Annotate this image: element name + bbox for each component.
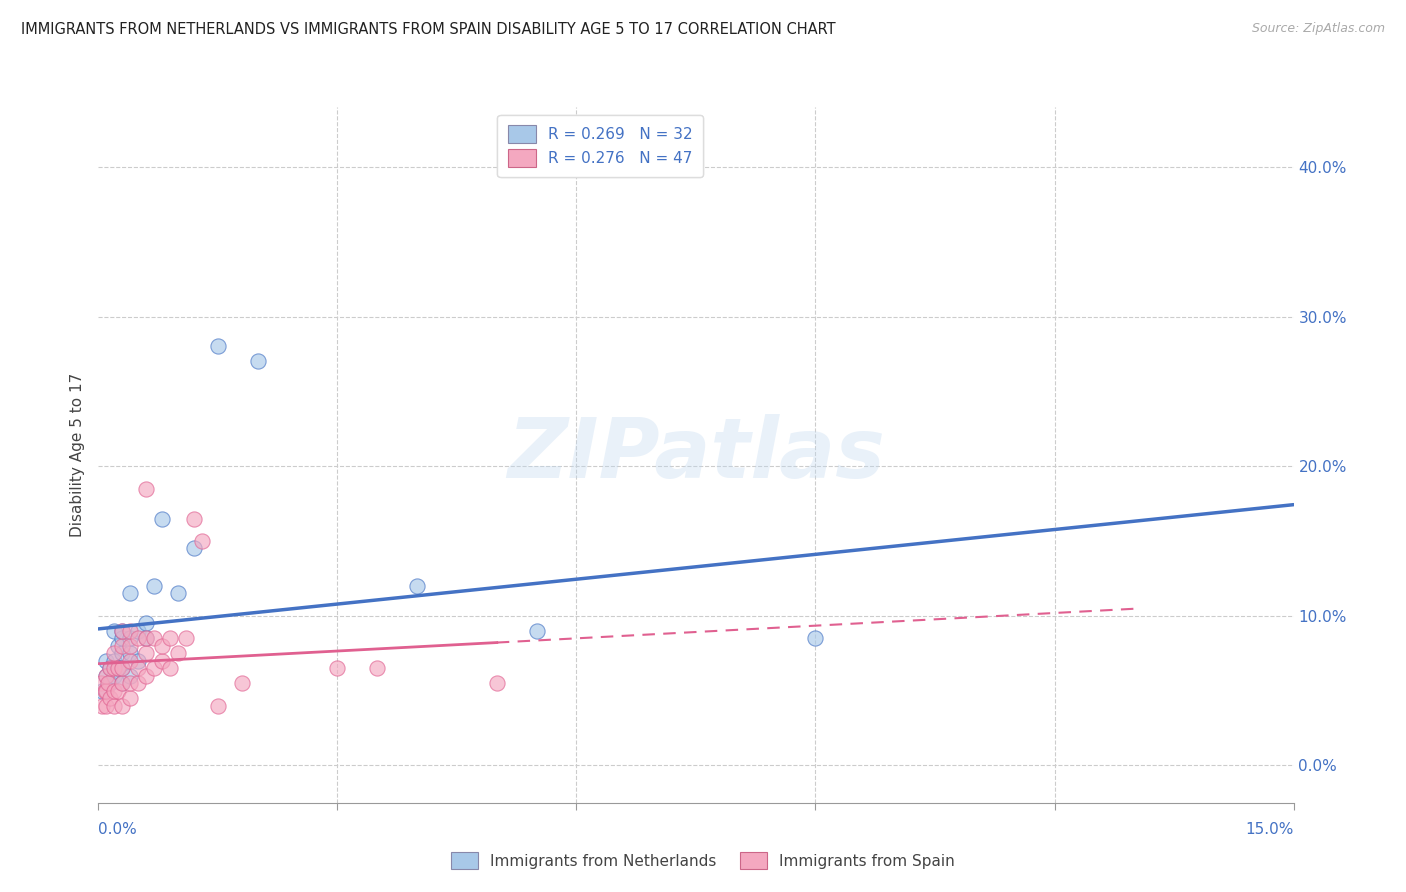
Point (98, 661, 122, 675)
Point (103, 698, 125, 713)
Point (120, 624, 142, 638)
Text: Source: ZipAtlas.com: Source: ZipAtlas.com (1251, 22, 1385, 36)
Text: 15.0%: 15.0% (1246, 822, 1294, 838)
Point (103, 668, 125, 682)
Point (96, 654, 118, 668)
Point (207, 339, 229, 353)
Point (143, 631, 166, 645)
Text: 0.0%: 0.0% (98, 822, 138, 838)
Point (191, 533, 214, 548)
Point (159, 661, 181, 675)
Point (150, 511, 173, 525)
Point (107, 661, 129, 675)
Point (107, 639, 129, 653)
Point (167, 586, 190, 600)
Point (98, 661, 122, 675)
Point (103, 661, 125, 675)
Point (174, 631, 197, 645)
Point (96, 698, 118, 713)
Point (97, 676, 120, 690)
Point (111, 676, 134, 690)
Point (120, 586, 142, 600)
Point (120, 631, 142, 645)
Point (111, 698, 134, 713)
Point (183, 541, 205, 556)
Point (120, 691, 142, 706)
Point (366, 661, 388, 675)
Point (127, 624, 149, 638)
Point (135, 646, 157, 660)
Point (167, 646, 190, 660)
Point (485, 676, 508, 690)
Legend: R = 0.269   N = 32, R = 0.276   N = 47: R = 0.269 N = 32, R = 0.276 N = 47 (498, 115, 703, 178)
Point (98, 691, 122, 706)
Point (804, 631, 827, 645)
Point (103, 624, 125, 638)
Point (135, 616, 157, 631)
Point (120, 676, 142, 690)
Point (90, 676, 112, 690)
Point (183, 511, 205, 525)
Point (150, 639, 173, 653)
Point (143, 661, 166, 675)
Point (111, 624, 134, 638)
Legend: Immigrants from Netherlands, Immigrants from Spain: Immigrants from Netherlands, Immigrants … (444, 846, 962, 875)
Point (96, 668, 118, 682)
Point (207, 698, 229, 713)
Point (120, 668, 142, 682)
Point (94, 683, 117, 698)
Text: IMMIGRANTS FROM NETHERLANDS VS IMMIGRANTS FROM SPAIN DISABILITY AGE 5 TO 17 CORR: IMMIGRANTS FROM NETHERLANDS VS IMMIGRANT… (21, 22, 835, 37)
Point (91, 698, 114, 713)
Point (526, 624, 548, 638)
Point (91, 683, 114, 698)
Point (103, 683, 125, 698)
Point (159, 631, 181, 645)
Point (120, 654, 142, 668)
Point (111, 646, 134, 660)
Point (120, 646, 142, 660)
Point (246, 354, 269, 368)
Point (96, 668, 118, 682)
Point (143, 579, 166, 593)
Point (96, 683, 118, 698)
Point (127, 676, 149, 690)
Point (135, 668, 157, 682)
Point (150, 654, 173, 668)
Point (111, 639, 134, 653)
Point (111, 661, 134, 675)
Point (135, 482, 157, 496)
Point (135, 631, 157, 645)
Point (103, 654, 125, 668)
Point (231, 676, 253, 690)
Point (103, 646, 125, 660)
Point (107, 683, 129, 698)
Point (111, 631, 134, 645)
Point (111, 676, 134, 690)
Text: ZIPatlas: ZIPatlas (508, 415, 884, 495)
Point (98, 676, 122, 690)
Point (120, 639, 142, 653)
Point (326, 661, 349, 675)
Point (107, 661, 129, 675)
Point (135, 631, 157, 645)
Point (127, 631, 149, 645)
Point (111, 624, 134, 638)
Y-axis label: Disability Age 5 to 17: Disability Age 5 to 17 (69, 373, 84, 537)
Point (111, 661, 134, 675)
Point (406, 579, 429, 593)
Point (127, 661, 149, 675)
Point (127, 654, 149, 668)
